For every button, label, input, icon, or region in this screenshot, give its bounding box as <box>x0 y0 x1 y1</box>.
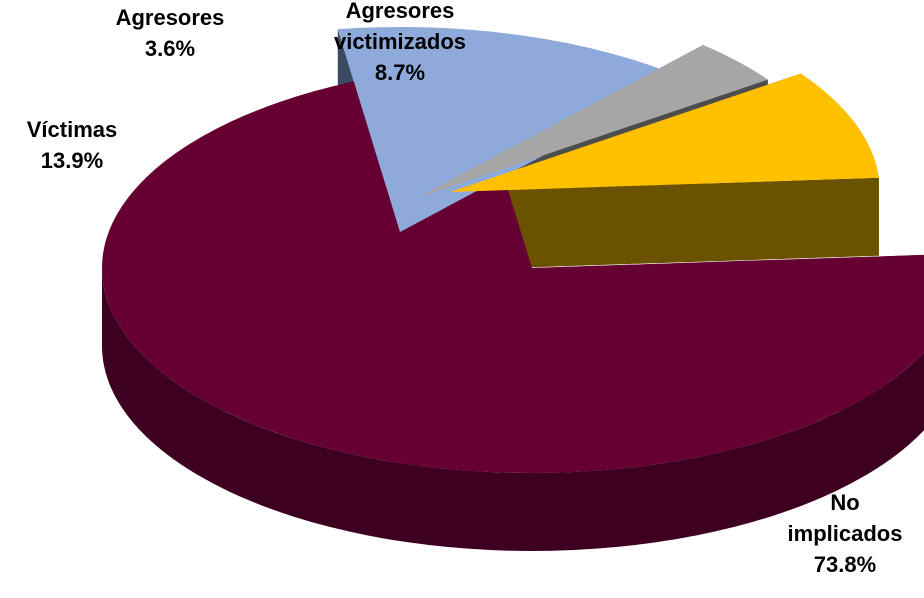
slice-label-2: Agresores 3.6% <box>116 5 225 61</box>
slice-2 <box>417 44 768 198</box>
slice-1 <box>337 27 687 233</box>
slice-label-1: Víctimas 13.9% <box>27 117 118 173</box>
slice-label-3: Agresores victimizados 8.7% <box>334 0 466 85</box>
slice-3-wall-1 <box>450 177 879 270</box>
slice-0 <box>102 65 924 473</box>
slice-0-rim <box>102 268 924 551</box>
slice-3 <box>450 73 879 192</box>
slice-label-0: No implicados 73.8% <box>788 490 903 577</box>
